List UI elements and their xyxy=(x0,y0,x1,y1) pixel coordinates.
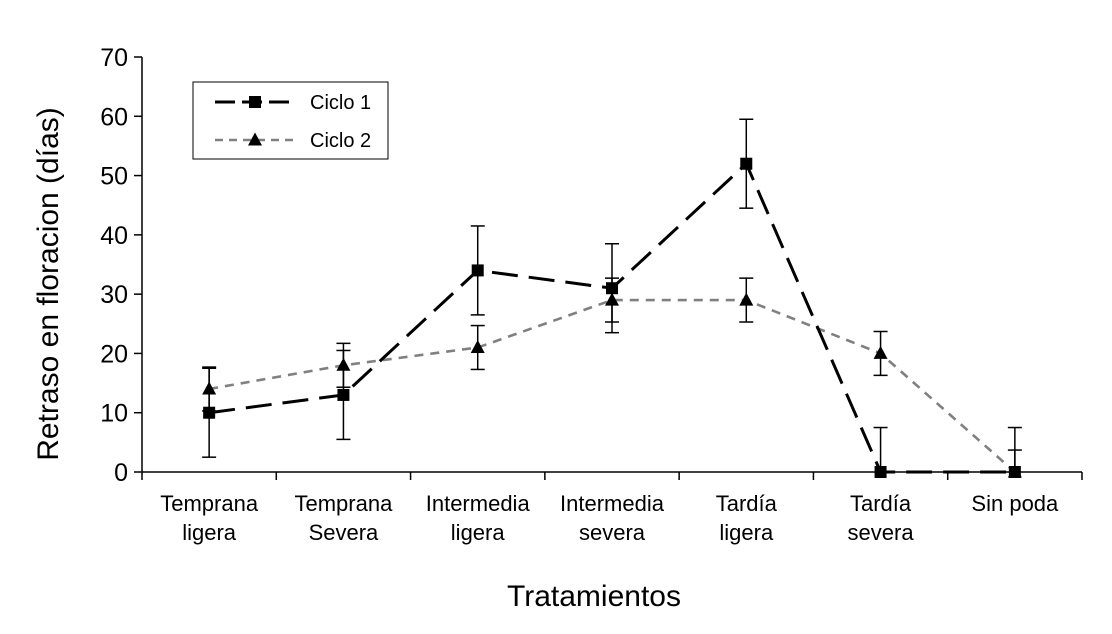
x-tick-label-line: severa xyxy=(848,520,915,545)
y-tick-label: 30 xyxy=(100,281,128,309)
legend-item: Ciclo 1 xyxy=(215,92,371,114)
x-tick-label: Intermedia ligera xyxy=(426,491,531,545)
axes: 0 10 20 30 40 50 60 70 Temprana ligera Temprana Sev… xyxy=(100,44,1083,545)
data-point xyxy=(203,406,216,419)
x-tick-label-line: Temprana xyxy=(295,491,394,516)
legend: Ciclo 1 Ciclo 2 xyxy=(192,81,389,160)
data-point xyxy=(740,157,753,170)
x-tick-label: Intermedia severa xyxy=(560,491,665,545)
x-tick-label-line: Tardía xyxy=(716,491,778,516)
x-tick-label-line: Sin poda xyxy=(971,491,1059,516)
series-layer xyxy=(202,118,1022,478)
y-tick-label: 50 xyxy=(100,163,128,191)
legend-marker xyxy=(249,96,261,108)
legend-box xyxy=(192,81,389,160)
x-tick-label: Tardía severa xyxy=(848,491,915,545)
x-axis-title: Tratamientos xyxy=(507,580,681,613)
y-axis-title: Retraso en floracion (días) xyxy=(32,107,65,461)
x-tick-label: Temprana ligera xyxy=(160,491,259,545)
x-tick-label-line: ligera xyxy=(719,520,774,545)
y-tick-label: 70 xyxy=(100,44,128,72)
y-tick-label: 10 xyxy=(100,400,128,428)
x-tick-label-line: Intermedia xyxy=(560,491,665,516)
data-point xyxy=(874,466,887,478)
y-tick-label: 0 xyxy=(114,459,128,487)
y-tick-label: 20 xyxy=(100,340,128,368)
x-tick-label-line: ligera xyxy=(451,520,506,545)
data-point xyxy=(739,292,754,306)
data-point xyxy=(471,264,484,277)
x-tick-label-line: Severa xyxy=(309,520,379,545)
x-tick-label-line: Tardía xyxy=(850,491,912,516)
x-tick-label: Sin poda xyxy=(971,491,1059,516)
series-ciclo-1 xyxy=(202,118,1022,478)
data-point xyxy=(337,388,350,401)
x-tick-label-line: Intermedia xyxy=(426,491,531,516)
y-tick-label: 40 xyxy=(100,222,128,250)
y-tick-label: 60 xyxy=(100,103,128,131)
legend-item: Ciclo 2 xyxy=(215,130,371,152)
x-tick-label-line: Temprana xyxy=(160,491,259,516)
data-point xyxy=(606,282,618,295)
data-point xyxy=(470,340,485,353)
x-tick-label: Tardía ligera xyxy=(716,491,778,545)
data-point xyxy=(873,345,888,359)
legend-label: Ciclo 2 xyxy=(310,130,371,152)
legend-label: Ciclo 1 xyxy=(310,92,371,114)
legend-marker xyxy=(248,132,262,146)
x-tick-label-line: ligera xyxy=(182,520,237,545)
data-point xyxy=(1008,466,1021,478)
x-tick-label: Temprana Severa xyxy=(295,491,394,545)
x-tick-label-line: severa xyxy=(579,520,646,545)
